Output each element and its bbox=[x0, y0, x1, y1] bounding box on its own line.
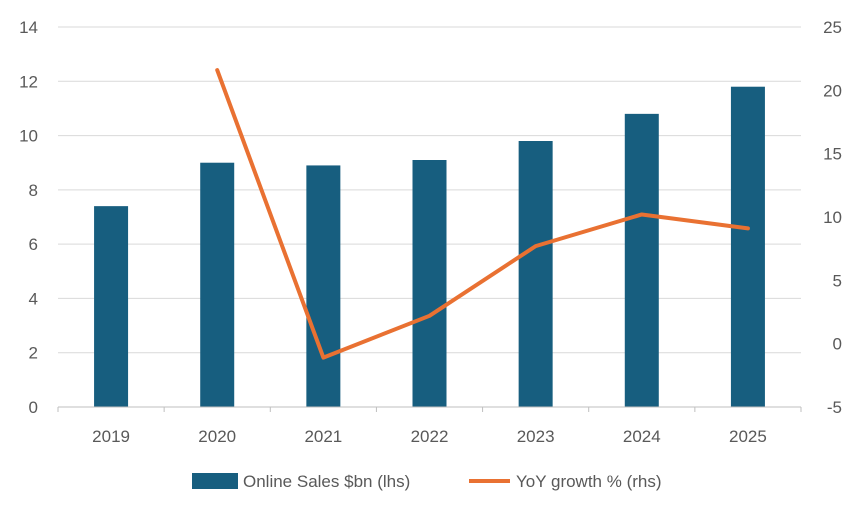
y-tick-label: 8 bbox=[29, 181, 38, 200]
y-axis-left: 0 2 4 6 8 10 12 14 bbox=[19, 18, 38, 417]
y-tick-label: 14 bbox=[19, 18, 38, 37]
x-tick-label: 2023 bbox=[517, 427, 555, 446]
x-tick-label: 2021 bbox=[304, 427, 342, 446]
y2-tick-label: 10 bbox=[823, 208, 842, 227]
x-tick-label: 2019 bbox=[92, 427, 130, 446]
x-tick-label: 2025 bbox=[729, 427, 767, 446]
legend-swatch-bar bbox=[192, 473, 238, 489]
y2-tick-label: 15 bbox=[823, 145, 842, 164]
y-axis-right: -5 0 5 10 15 20 25 bbox=[823, 18, 842, 417]
y2-tick-label: 20 bbox=[823, 81, 842, 100]
line-series bbox=[217, 70, 748, 358]
y2-tick-label: 0 bbox=[833, 335, 842, 354]
x-axis bbox=[58, 407, 801, 412]
y-tick-label: 10 bbox=[19, 127, 38, 146]
bar bbox=[625, 114, 659, 407]
bar bbox=[94, 206, 128, 407]
bar bbox=[413, 160, 447, 407]
legend-label-bar: Online Sales $bn (lhs) bbox=[243, 472, 410, 491]
y2-tick-label: 5 bbox=[833, 271, 842, 290]
y-tick-label: 4 bbox=[29, 289, 38, 308]
x-tick-label: 2024 bbox=[623, 427, 661, 446]
bar bbox=[519, 141, 553, 407]
bar-series bbox=[94, 87, 765, 407]
x-axis-labels: 2019 2020 2021 2022 2023 2024 2025 bbox=[92, 427, 767, 446]
y-tick-label: 12 bbox=[19, 72, 38, 91]
growth-line bbox=[217, 70, 748, 358]
legend-label-line: YoY growth % (rhs) bbox=[516, 472, 662, 491]
x-tick-label: 2020 bbox=[198, 427, 236, 446]
x-tick-label: 2022 bbox=[411, 427, 449, 446]
legend: Online Sales $bn (lhs) YoY growth % (rhs… bbox=[192, 472, 662, 491]
y-tick-label: 0 bbox=[29, 398, 38, 417]
bar bbox=[731, 87, 765, 407]
y2-tick-label: 25 bbox=[823, 18, 842, 37]
y2-tick-label: -5 bbox=[827, 398, 842, 417]
y-tick-label: 6 bbox=[29, 235, 38, 254]
y-tick-label: 2 bbox=[29, 344, 38, 363]
bar bbox=[200, 163, 234, 407]
bar bbox=[306, 165, 340, 407]
